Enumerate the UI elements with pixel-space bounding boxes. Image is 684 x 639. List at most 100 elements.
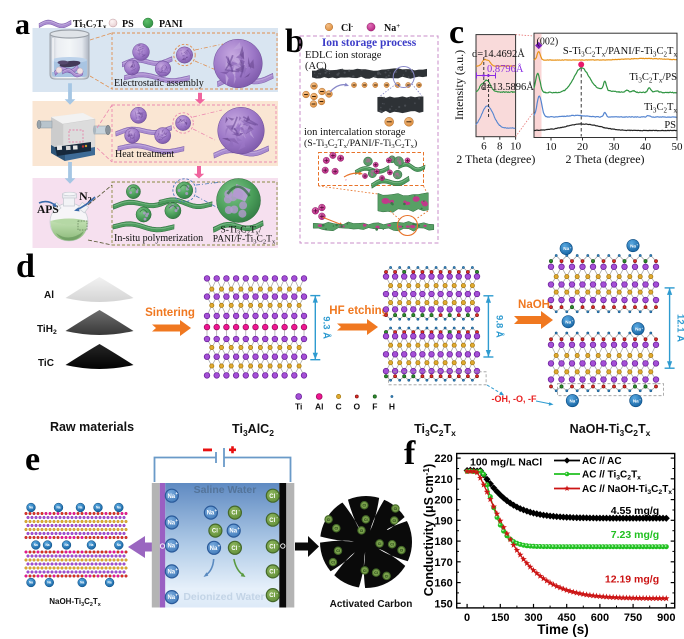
svg-text:Cl: Cl	[212, 529, 218, 535]
svg-text:Na: Na	[167, 494, 175, 500]
svg-text:APS: APS	[37, 204, 59, 216]
svg-text:Deionized Water: Deionized Water	[183, 591, 264, 603]
svg-text:Cl: Cl	[378, 542, 382, 546]
svg-text:Na: Na	[167, 570, 175, 576]
svg-text:(AC): (AC)	[305, 61, 327, 72]
svg-text:Conductivity (μS cm-1): Conductivity (μS cm-1)	[421, 464, 436, 597]
svg-text:Al: Al	[315, 402, 324, 412]
svg-text:c: c	[449, 14, 464, 51]
svg-text:Sintering: Sintering	[145, 307, 195, 319]
svg-text:Cl: Cl	[394, 507, 398, 511]
svg-text:0: 0	[464, 612, 470, 624]
svg-text:Na: Na	[78, 506, 82, 510]
svg-text:Electrostatic assembly: Electrostatic assembly	[114, 78, 204, 89]
svg-text:Time (s): Time (s)	[537, 622, 589, 637]
svg-text:-OH, -O, -F: -OH, -O, -F	[492, 394, 537, 404]
svg-text:9.3 Å: 9.3 Å	[321, 316, 332, 339]
svg-text:Ti3AlC2: Ti3AlC2	[232, 422, 274, 438]
svg-text:150: 150	[491, 612, 509, 624]
svg-text:PANI/F-Ti3C2Tx: PANI/F-Ti3C2Tx	[213, 235, 276, 246]
svg-text:Cl: Cl	[400, 549, 404, 553]
svg-text:Cl: Cl	[364, 518, 368, 522]
svg-text:Na+: Na+	[384, 23, 400, 34]
svg-text:Cl: Cl	[231, 546, 237, 552]
svg-text:Saline Water: Saline Water	[194, 484, 257, 496]
svg-text:PANI: PANI	[159, 19, 183, 30]
svg-text:Cl: Cl	[390, 543, 394, 547]
svg-text:300: 300	[524, 612, 542, 624]
svg-text:+: +	[237, 526, 240, 531]
svg-text:Ti: Ti	[295, 402, 302, 412]
svg-text:Na: Na	[569, 398, 575, 403]
svg-text:Na: Na	[29, 581, 33, 585]
svg-text:O: O	[353, 402, 360, 412]
svg-text:600: 600	[591, 612, 609, 624]
svg-text:Cl: Cl	[331, 561, 335, 565]
svg-text:N2: N2	[79, 189, 92, 205]
svg-text:Cl: Cl	[269, 494, 275, 500]
svg-text:Cl: Cl	[393, 519, 397, 523]
svg-text:+: +	[215, 508, 218, 513]
svg-text:190: 190	[434, 515, 452, 527]
svg-text:Cl: Cl	[231, 511, 237, 517]
svg-text:Cl: Cl	[269, 593, 275, 599]
svg-text:S-Ti3C2Tx/PANI/F-Ti3C2Tx: S-Ti3C2Tx/PANI/F-Ti3C2Tx	[563, 46, 678, 58]
svg-text:b: b	[285, 23, 304, 60]
svg-text:TiC: TiC	[38, 358, 54, 369]
svg-text:Ti3C2Tx: Ti3C2Tx	[414, 422, 456, 438]
svg-text:Na: Na	[96, 506, 100, 510]
svg-text:C: C	[336, 402, 342, 412]
svg-text:-: -	[276, 515, 278, 520]
svg-text:10: 10	[546, 141, 558, 153]
svg-text:d=14.4692Å: d=14.4692Å	[472, 48, 525, 60]
svg-text:Na: Na	[633, 398, 639, 403]
svg-text:TiH2: TiH2	[37, 324, 57, 336]
svg-text:2 Theta (degree): 2 Theta (degree)	[456, 152, 535, 166]
svg-text:(S-Ti3C2Tx/PANI/F-Ti3C2Tx): (S-Ti3C2Tx/PANI/F-Ti3C2Tx)	[304, 138, 417, 150]
svg-text:Na: Na	[64, 543, 68, 547]
svg-text:0.8796Å: 0.8796Å	[487, 63, 524, 75]
svg-text:+: +	[218, 543, 221, 548]
svg-text:In-situ polymerization: In-situ polymerization	[114, 233, 203, 244]
svg-text:Na: Na	[229, 529, 237, 535]
svg-text:AC // NaOH-Ti3C2Tx: AC // NaOH-Ti3C2Tx	[582, 484, 672, 496]
svg-text:Na: Na	[167, 521, 175, 527]
svg-text:Ion storage process: Ion storage process	[322, 37, 417, 49]
svg-text:Na: Na	[89, 543, 93, 547]
svg-text:12.1 Å: 12.1 Å	[675, 314, 684, 342]
svg-text:10: 10	[510, 141, 522, 153]
svg-text:+: +	[572, 319, 574, 323]
svg-text:Cl: Cl	[360, 529, 364, 533]
svg-text:HF etching: HF etching	[329, 305, 388, 317]
svg-text:4.55 mg/g: 4.55 mg/g	[611, 505, 659, 517]
svg-text:+: +	[175, 541, 178, 546]
svg-text:Ti3C2Tx/PS: Ti3C2Tx/PS	[629, 72, 677, 84]
svg-text:12.19 mg/g: 12.19 mg/g	[605, 574, 659, 586]
svg-text:(002): (002)	[537, 37, 559, 48]
svg-text:Na: Na	[210, 546, 218, 552]
svg-text:AC // AC: AC // AC	[582, 456, 622, 467]
svg-text:+: +	[175, 593, 178, 598]
svg-text:8: 8	[497, 141, 503, 153]
svg-text:-: -	[276, 491, 278, 496]
svg-text:Na: Na	[630, 243, 636, 248]
svg-text:6: 6	[481, 141, 487, 153]
svg-text:150: 150	[434, 598, 452, 610]
svg-text:-: -	[276, 567, 278, 572]
svg-text:220: 220	[434, 453, 452, 465]
svg-text:900: 900	[657, 612, 675, 624]
svg-text:Na: Na	[207, 511, 215, 517]
svg-text:Heat treatment: Heat treatment	[115, 149, 174, 160]
svg-text:Na: Na	[47, 581, 51, 585]
svg-text:7.23 mg/g: 7.23 mg/g	[611, 529, 659, 541]
svg-text:30: 30	[609, 141, 621, 153]
svg-text:Ti3C2Tx: Ti3C2Tx	[73, 19, 107, 31]
svg-text:+: +	[639, 398, 641, 402]
svg-text:40: 40	[640, 141, 652, 153]
svg-text:450: 450	[558, 612, 576, 624]
svg-text:Na: Na	[34, 543, 38, 547]
svg-text:+: +	[637, 243, 639, 247]
svg-text:Cl: Cl	[335, 527, 339, 531]
svg-text:-: -	[239, 543, 241, 548]
svg-text:20: 20	[577, 141, 589, 153]
